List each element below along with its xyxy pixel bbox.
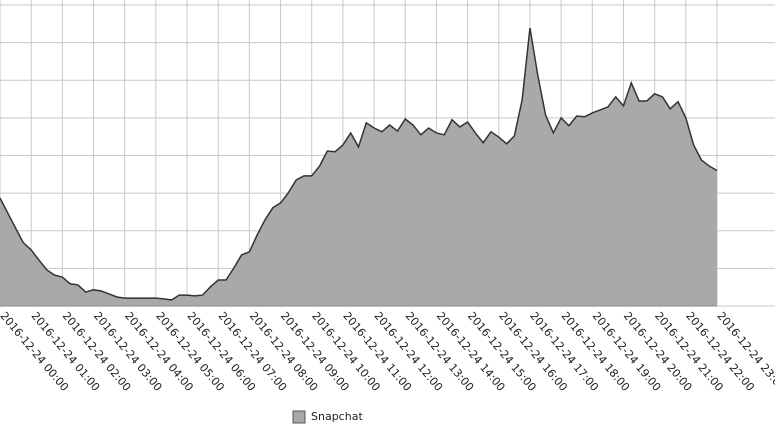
legend-label: Snapchat <box>311 410 363 423</box>
legend-swatch <box>292 410 306 424</box>
area-line <box>0 27 718 301</box>
area-fill <box>0 27 717 306</box>
